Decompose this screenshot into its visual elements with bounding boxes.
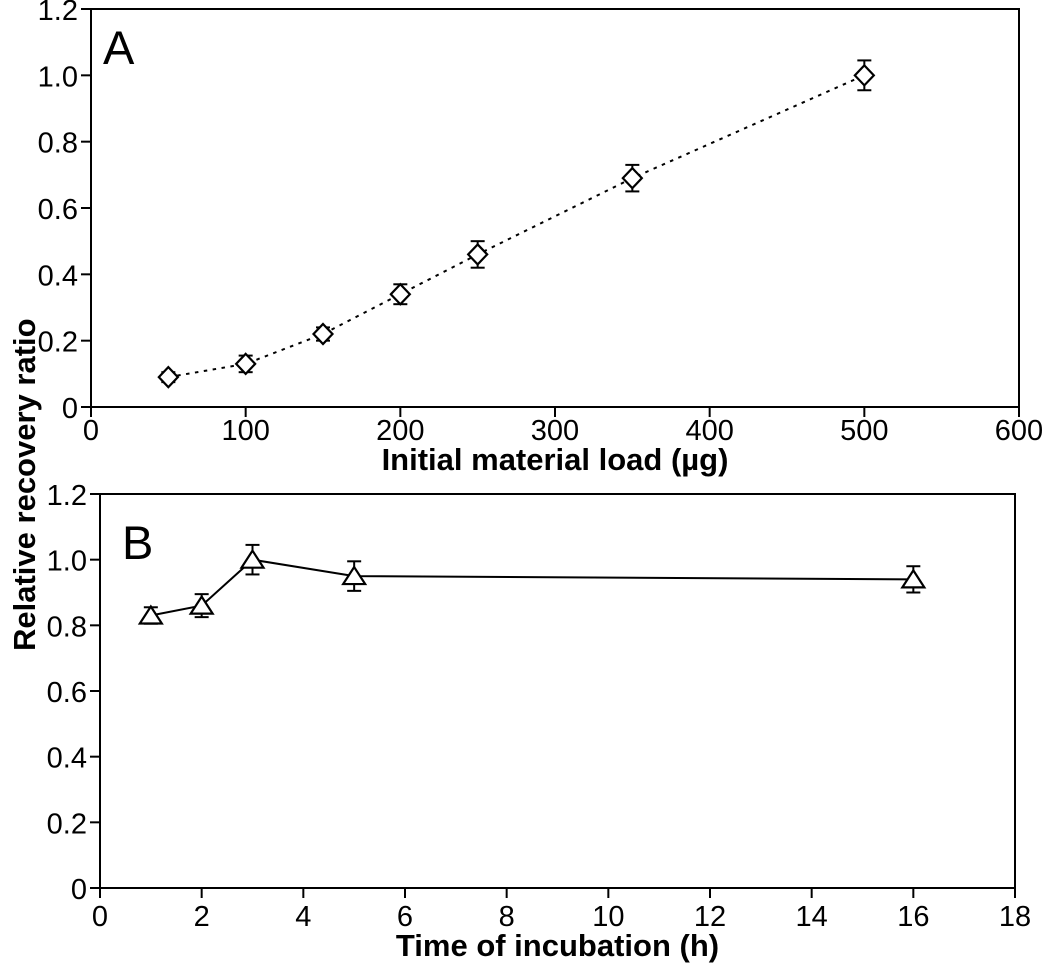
data-point-marker — [900, 568, 927, 589]
x-tick-label: 2 — [194, 901, 210, 933]
x-tick-label: 4 — [295, 901, 311, 933]
y-tick-label: 0.2 — [47, 808, 87, 840]
x-tick-label: 8 — [499, 901, 515, 933]
y-tick-label: 1.0 — [47, 546, 87, 578]
plot-box — [90, 8, 1020, 408]
x-tick-label: 300 — [531, 415, 579, 447]
x-tick-label: 12 — [694, 901, 726, 933]
data-point-marker — [621, 166, 644, 190]
data-point-marker — [341, 565, 368, 586]
y-tick-label: 0.8 — [38, 128, 78, 160]
x-tick-label: 600 — [995, 415, 1043, 447]
x-tick-label: 200 — [376, 415, 424, 447]
x-tick-label: 14 — [796, 901, 828, 933]
data-point-marker — [853, 63, 876, 87]
x-tick-label: 500 — [840, 415, 888, 447]
y-tick-label: 0.6 — [38, 194, 78, 226]
x-tick-label: 0 — [83, 415, 99, 447]
x-tick-label: 16 — [897, 901, 929, 933]
y-tick-label: 1.2 — [38, 0, 78, 27]
y-tick-label: 0 — [71, 874, 87, 906]
x-axis-title: Initial material load (µg) — [382, 442, 729, 477]
data-point-marker — [234, 352, 257, 376]
data-point-marker — [466, 242, 489, 267]
x-tick-label: 10 — [592, 901, 624, 933]
panel-letter: A — [103, 21, 135, 74]
x-axis-title: Time of incubation (h) — [396, 928, 719, 963]
x-tick-label: 400 — [685, 415, 733, 447]
y-tick-label: 0.6 — [47, 677, 87, 709]
series-line — [150, 558, 914, 617]
series-line — [168, 74, 865, 379]
panel-a-chart: 0 100 200 300 400 500 600 1.2 1.0 0.8 0.6 0.4 0.2 0 In… — [38, 0, 1044, 477]
y-tick-label: 0.8 — [47, 611, 87, 643]
panel-letter: B — [122, 516, 153, 569]
data-point-marker — [389, 282, 412, 306]
y-tick-label: 0.4 — [47, 743, 87, 775]
x-tick-label: 18 — [999, 901, 1031, 933]
y-tick-label: 0.4 — [38, 260, 78, 292]
data-point-marker — [239, 548, 266, 569]
x-tick-label: 6 — [397, 901, 413, 933]
data-point-marker — [157, 365, 180, 389]
plot-box — [99, 493, 1016, 889]
y-tick-label: 1.0 — [38, 61, 78, 93]
data-point-marker — [137, 604, 164, 625]
data-point-marker — [188, 594, 215, 615]
y-tick-label: 0.2 — [38, 327, 78, 359]
y-tick-label: 0 — [62, 393, 78, 425]
x-tick-label: 0 — [92, 901, 108, 933]
panel-b-chart: 0 2 4 6 8 10 12 14 16 18 1.2 1.0 0.8 0.6 0.4 0.2 0 Time o… — [47, 484, 1031, 963]
y-tick-label: 1.2 — [47, 484, 87, 512]
data-point-marker — [311, 322, 335, 346]
x-tick-label: 100 — [221, 415, 269, 447]
